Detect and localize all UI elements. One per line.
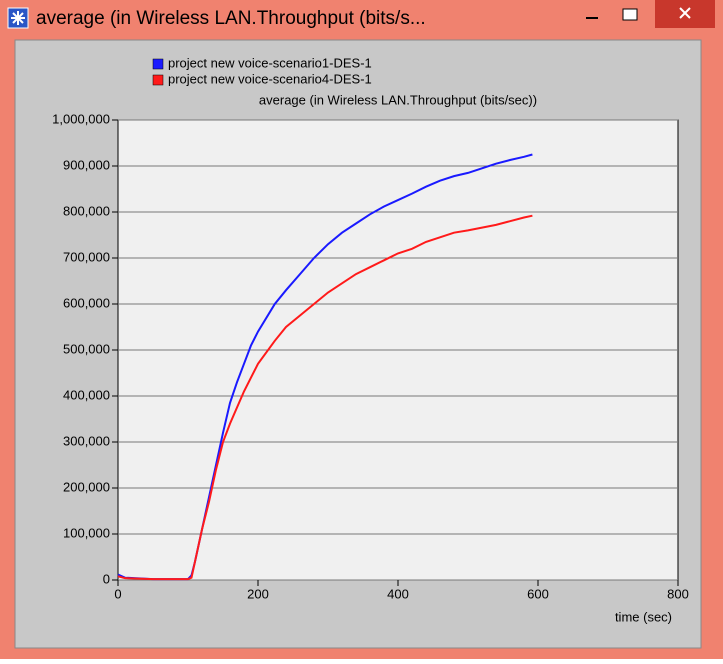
x-tick-label: 400 [387, 586, 409, 601]
x-tick-label: 800 [667, 586, 689, 601]
y-tick-label: 1,000,000 [52, 111, 110, 126]
y-tick-label: 800,000 [63, 203, 110, 218]
y-tick-label: 100,000 [63, 525, 110, 540]
x-axis-label: time (sec) [615, 609, 672, 624]
legend-swatch [152, 58, 164, 70]
legend-label: project new voice-scenario1-DES-1 [168, 55, 372, 70]
app-icon-glyph [11, 11, 25, 25]
close-glyph [679, 7, 691, 19]
y-tick-label: 200,000 [63, 479, 110, 494]
x-tick-label: 200 [247, 586, 269, 601]
y-tick-label: 300,000 [63, 433, 110, 448]
maximize-button[interactable] [622, 8, 638, 21]
x-tick-label: 0 [114, 586, 121, 601]
legend-swatch [152, 74, 164, 86]
x-tick-label: 600 [527, 586, 549, 601]
y-tick-label: 600,000 [63, 295, 110, 310]
minimize-button[interactable] [586, 17, 598, 19]
y-tick-label: 900,000 [63, 157, 110, 172]
y-tick-label: 500,000 [63, 341, 110, 356]
chart-title: average (in Wireless LAN.Throughput (bit… [259, 92, 537, 107]
series-line [117, 214, 533, 581]
legend-label: project new voice-scenario4-DES-1 [168, 71, 372, 86]
window-title: average (in Wireless LAN.Throughput (bit… [36, 8, 426, 29]
y-tick-label: 0 [103, 571, 110, 586]
y-tick-label: 700,000 [63, 249, 110, 264]
y-tick-label: 400,000 [63, 387, 110, 402]
